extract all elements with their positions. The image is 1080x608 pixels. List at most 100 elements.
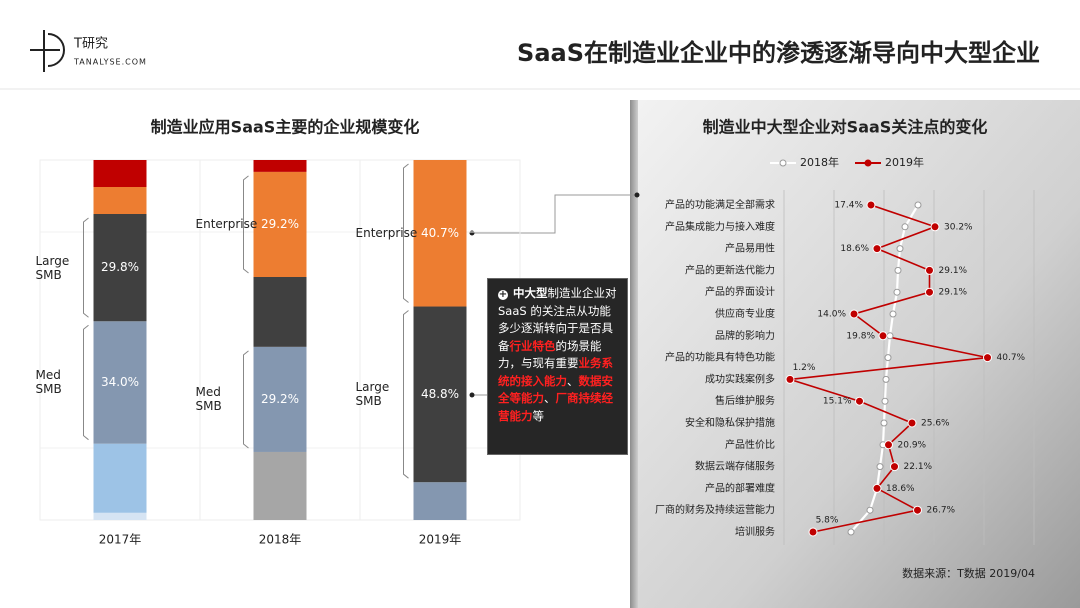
callout: + 中大型制造业企业对 SaaS 的关注点从功能多少逐渐转向于是否具备行业特色的场…: [487, 278, 628, 455]
legend-marker: [864, 159, 872, 167]
point: [882, 375, 890, 383]
point: [913, 505, 922, 515]
x-tick-label: 2018年: [259, 533, 302, 547]
point: [890, 462, 899, 472]
bar-segment: [253, 160, 307, 172]
bar-segment: [253, 451, 307, 520]
value-label: 30.2%: [944, 222, 973, 232]
chart-title: 制造业应用SaaS主要的企业规模变化: [151, 118, 420, 137]
point: [886, 332, 894, 340]
value-label: 5.8%: [816, 516, 839, 526]
bar-segment: [413, 482, 467, 520]
point: [914, 201, 922, 209]
y-tick-label: 产品易用性: [725, 242, 775, 255]
y-tick-label: 厂商的财务及持续运营能力: [655, 503, 775, 516]
series-label: Med SMB: [195, 385, 222, 414]
series-line: [789, 204, 988, 533]
bar-segment: [253, 171, 307, 277]
value-label: 18.6%: [886, 484, 915, 494]
source: 数据来源：T数据 2019/04: [902, 566, 1035, 580]
callout-text: 中大型: [513, 286, 548, 300]
logo: [30, 30, 65, 72]
y-tick-label: 供应商专业度: [715, 307, 775, 320]
y-tick-label: 售后维护服务: [715, 394, 775, 407]
bar-segment: [413, 160, 467, 307]
point: [893, 288, 901, 296]
point: [866, 200, 876, 210]
bracket: [243, 350, 249, 449]
y-tick-label: 产品的部署难度: [705, 481, 775, 494]
point: [855, 396, 864, 406]
value-label: 29.2%: [261, 392, 299, 406]
y-tick-label: 数据云端存储服务: [695, 460, 775, 473]
callout-text: 的场景能力，与现有重要: [498, 338, 602, 371]
point: [872, 483, 882, 493]
value-label: 40.7%: [997, 353, 1026, 363]
point: [881, 397, 889, 405]
legend-label: 2019年: [885, 155, 924, 169]
bracket: [403, 310, 409, 479]
point: [884, 354, 892, 362]
callout-text: 数据安全等能力: [498, 373, 613, 406]
callout-text: 制造业企业对 SaaS 的关注点从功能多少逐渐转向于是否具备: [498, 286, 617, 353]
bracket: [83, 324, 89, 441]
value-label: 22.1%: [904, 462, 933, 472]
value-label: 48.8%: [421, 387, 459, 401]
value-label: 15.1%: [823, 397, 852, 407]
icon: +: [498, 289, 508, 300]
point: [901, 223, 909, 231]
callout-text: 行业特色: [509, 338, 556, 353]
series-label: Large SMB: [35, 253, 70, 282]
point: [925, 265, 934, 275]
bar-segment: [93, 443, 147, 513]
y-tick-label: 产品性价比: [725, 438, 775, 451]
series-label: Enterprise: [195, 217, 258, 232]
point: [808, 527, 818, 537]
x-tick-label: 2017年: [99, 533, 142, 547]
bar-segment: [93, 160, 147, 187]
callout-text: 业务系统的接入能力: [498, 356, 613, 388]
callout-text: 、: [544, 391, 556, 405]
callout-text: 厂商持续经营能力: [498, 391, 613, 423]
point: [876, 463, 884, 471]
point: [889, 310, 897, 318]
bar-segment: [93, 321, 147, 444]
legend-label: 2018年: [800, 155, 839, 169]
y-tick-label: 成功实践案例多: [705, 372, 775, 385]
point: [880, 419, 888, 427]
y-tick-label: 产品的界面设计: [705, 285, 775, 298]
value-label: 19.8%: [846, 331, 875, 341]
callout-text: 、: [567, 373, 579, 388]
point: [866, 506, 874, 514]
y-tick-label: 安全和隐私保护措施: [685, 416, 775, 429]
point: [847, 528, 855, 536]
value-label: 29.2%: [261, 217, 299, 231]
point: [894, 266, 902, 274]
point: [930, 222, 940, 232]
series-label: Large SMB: [355, 380, 390, 409]
y-tick-label: 产品的更新迭代能力: [685, 263, 775, 276]
value-label: 18.6%: [840, 244, 869, 254]
point: [884, 440, 893, 450]
bar-segment: [253, 277, 307, 347]
value-label: 20.9%: [898, 440, 927, 450]
bracket: [83, 217, 89, 318]
series-label: Med SMB: [35, 368, 62, 397]
point: [878, 331, 888, 341]
point: [785, 374, 795, 384]
y-tick-label: 产品的功能具有特色功能: [665, 351, 775, 364]
value-label: 14.0%: [817, 310, 846, 320]
legend-marker: [779, 159, 787, 167]
point: [907, 418, 917, 428]
bar-segment: [413, 306, 467, 483]
logo-sub: TANALYSE.COM: [73, 58, 147, 67]
connector-dot: [634, 192, 640, 198]
value-label: 34.0%: [101, 375, 139, 389]
bracket: [403, 163, 409, 303]
value-label: 40.7%: [421, 226, 459, 240]
y-tick-label: 产品集成能力与接入难度: [665, 220, 775, 233]
bar-segment: [93, 512, 147, 520]
bracket: [243, 175, 249, 274]
